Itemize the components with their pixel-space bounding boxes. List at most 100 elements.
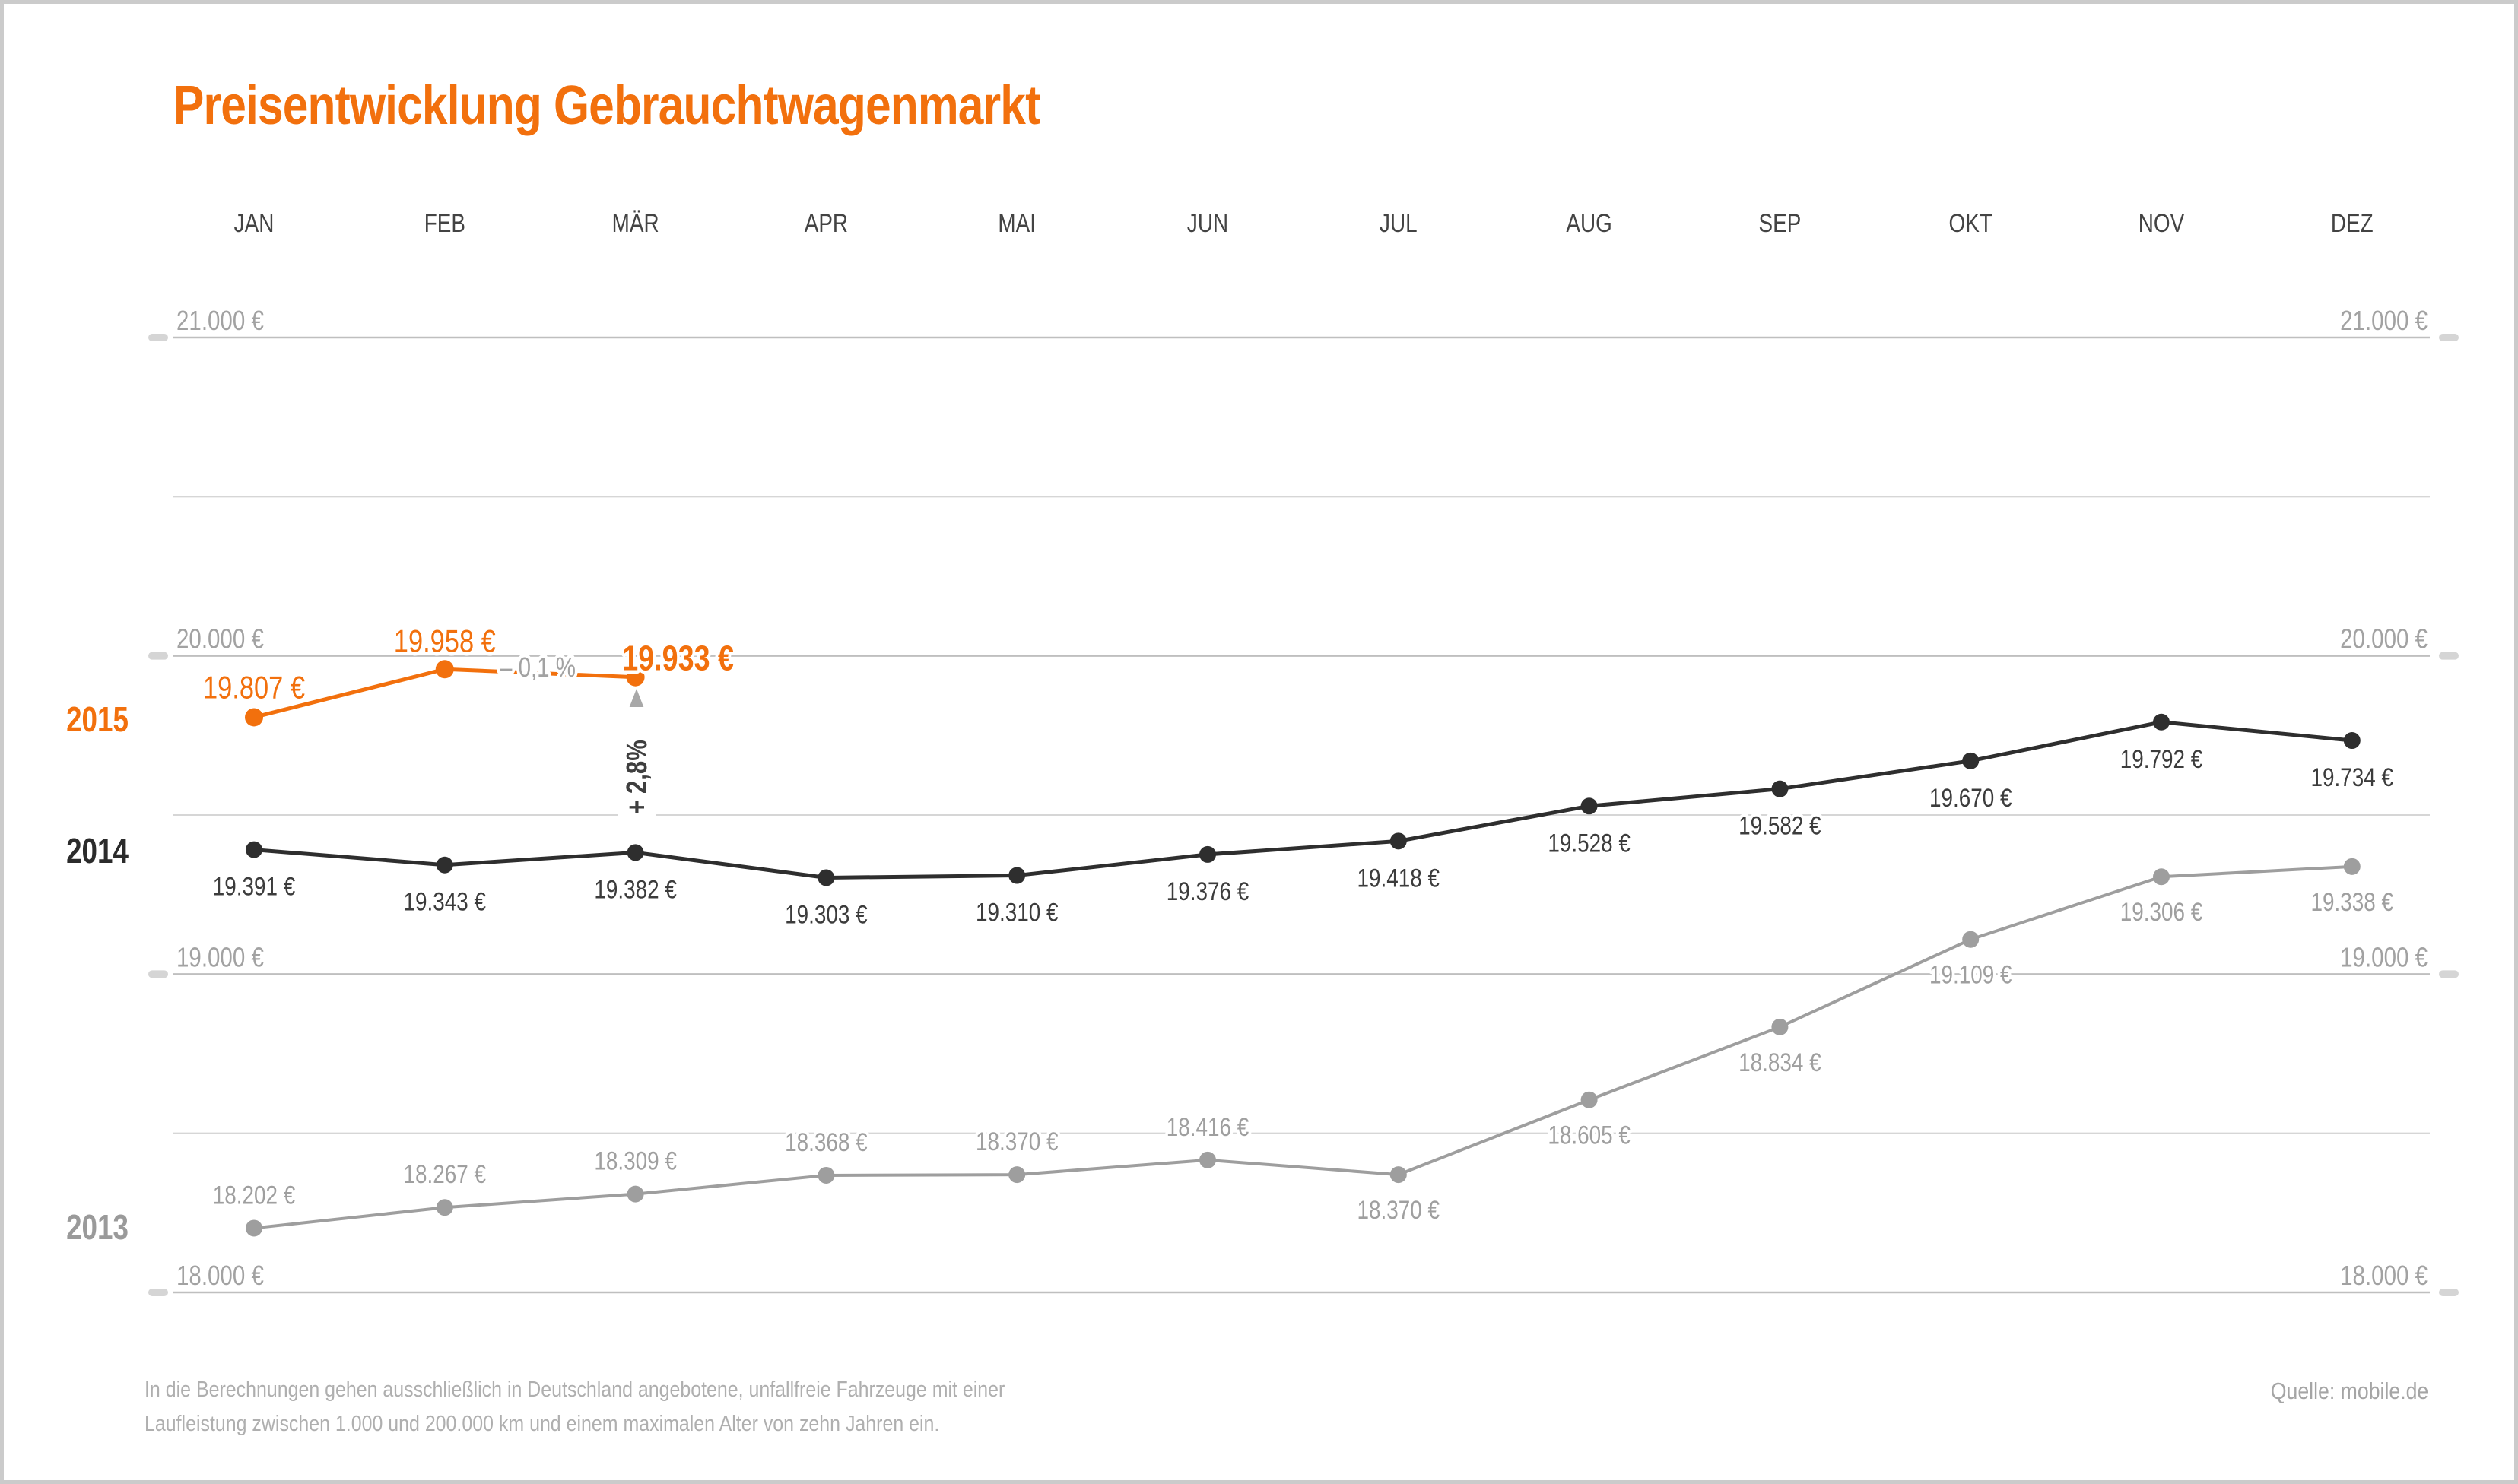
data-point-2014 — [627, 844, 644, 861]
year-label-2013: 2013 — [66, 1207, 129, 1247]
chart-title-text: Preisentwicklung Gebrauchtwagenmarkt — [173, 75, 1040, 136]
series-line-2014 — [253, 720, 2353, 880]
mom-change-label: – 0,1 % — [500, 652, 576, 682]
data-point-2014 — [1580, 797, 1598, 815]
data-point-2013 — [1580, 1091, 1598, 1108]
value-label-2014: 19.303 € — [785, 900, 867, 929]
data-point-2014 — [1008, 867, 1026, 884]
data-point-2014 — [1962, 752, 1980, 769]
value-label-2014: 19.418 € — [1357, 864, 1440, 893]
axis-tick-left — [148, 970, 168, 978]
data-point-2013 — [1008, 1166, 1026, 1184]
month-label: JUN — [1187, 208, 1228, 237]
data-point-2013 — [1199, 1151, 1216, 1168]
month-label: NOV — [2139, 208, 2185, 237]
y-axis-label-right: 19.000 € — [2340, 942, 2428, 972]
y-axis-label-right: 18.000 € — [2340, 1260, 2428, 1290]
y-axis-label-left: 18.000 € — [176, 1260, 264, 1290]
value-label-2013: 18.202 € — [213, 1181, 295, 1210]
data-point-2014 — [1199, 845, 1216, 863]
value-label-2013: 18.267 € — [404, 1160, 486, 1189]
value-label-2014: 19.670 € — [1929, 783, 2012, 812]
axis-tick-left — [148, 334, 168, 341]
data-point-2014 — [436, 856, 453, 874]
source-credit-text: Quelle: mobile.de — [2270, 1378, 2428, 1404]
month-label: MAI — [998, 208, 1036, 237]
series-line-2013 — [253, 864, 2352, 1230]
data-point-2013 — [2343, 858, 2361, 875]
value-label-2014: 19.734 € — [2311, 763, 2393, 791]
value-label-2014: 19.582 € — [1738, 811, 1821, 840]
data-point-2015 — [435, 660, 454, 679]
value-label-2014: 19.382 € — [594, 875, 676, 904]
data-point-2014 — [2343, 732, 2361, 750]
month-label: JAN — [234, 208, 275, 237]
data-point-2014 — [2153, 713, 2170, 731]
month-label: APR — [805, 208, 848, 237]
data-point-2013 — [246, 1219, 262, 1237]
data-point-2013 — [627, 1185, 644, 1203]
data-point-2015 — [626, 667, 645, 687]
footnote-line-1: In die Berechnungen gehen ausschließlich… — [144, 1378, 1005, 1402]
data-point-2013 — [2153, 868, 2170, 886]
data-point-2013 — [1771, 1018, 1789, 1035]
y-axis-label-left: 21.000 € — [176, 305, 264, 335]
value-label-2013: 19.338 € — [2311, 887, 2393, 916]
footnote-line-2: Laufleistung zwischen 1.000 und 200.000 … — [144, 1412, 940, 1436]
value-label-2013: 18.416 € — [1167, 1112, 1249, 1141]
y-axis-label-left: 20.000 € — [176, 623, 264, 654]
data-point-2013 — [1962, 931, 1980, 948]
value-label-2013: 19.306 € — [2120, 898, 2202, 927]
value-label-2013: 18.605 € — [1548, 1121, 1630, 1149]
value-label-2014: 19.376 € — [1167, 877, 1249, 905]
month-label: DEZ — [2331, 208, 2374, 237]
source-credit: Quelle: mobile.de — [2245, 1378, 2428, 1405]
year-label-2014: 2014 — [66, 831, 129, 870]
axis-tick-left — [148, 652, 168, 660]
axis-tick-right — [2439, 1289, 2459, 1297]
footnote: In die Berechnungen gehen ausschließlich… — [144, 1373, 1145, 1441]
y-axis-label-right: 21.000 € — [2340, 305, 2428, 335]
value-label-2013: 18.370 € — [1357, 1195, 1440, 1224]
value-label-2015: 19.807 € — [203, 670, 305, 706]
value-label-2014: 19.391 € — [213, 872, 295, 901]
data-point-2014 — [246, 841, 262, 858]
value-label-2014: 19.310 € — [976, 898, 1058, 927]
value-label-2015: 19.933 € — [622, 639, 734, 677]
value-label-2014: 19.792 € — [2120, 744, 2202, 773]
value-label-2013: 18.368 € — [785, 1127, 867, 1156]
value-label-2013: 19.109 € — [1929, 960, 2012, 989]
axis-tick-right — [2439, 334, 2459, 341]
yoy-annotation-group: + 2,8% — [618, 707, 656, 847]
month-label: SEP — [1759, 208, 1802, 237]
y-axis-label-left: 19.000 € — [176, 942, 264, 972]
yoy-label-backdrop — [618, 707, 656, 847]
month-label: OKT — [1949, 208, 1992, 237]
month-label: AUG — [1566, 208, 1611, 237]
data-point-2013 — [436, 1199, 453, 1216]
value-label-2014: 19.343 € — [404, 887, 486, 916]
axis-tick-left — [148, 1289, 168, 1297]
y-axis-label-right: 20.000 € — [2340, 623, 2428, 654]
axis-tick-right — [2439, 652, 2459, 660]
value-label-2014: 19.528 € — [1548, 829, 1630, 858]
value-label-2013: 18.309 € — [594, 1146, 676, 1175]
year-label-2015: 2015 — [66, 699, 129, 739]
data-point-2014 — [1389, 832, 1407, 850]
month-label: MÄR — [612, 208, 659, 237]
value-label-2013: 18.834 € — [1738, 1048, 1821, 1077]
month-label: FEB — [424, 208, 465, 237]
data-point-2013 — [818, 1166, 835, 1184]
axis-tick-right — [2439, 970, 2459, 978]
data-point-2014 — [1771, 780, 1789, 797]
data-point-2015 — [245, 708, 263, 727]
value-label-2013: 18.370 € — [976, 1127, 1058, 1156]
data-point-2014 — [818, 869, 835, 886]
month-label: JUL — [1380, 208, 1418, 237]
data-point-2013 — [1389, 1166, 1407, 1184]
value-label-2015: 19.958 € — [394, 623, 496, 659]
yoy-change-label: + 2,8% — [621, 740, 653, 814]
chart-title: Preisentwicklung Gebrauchtwagenmarkt — [173, 75, 1205, 137]
